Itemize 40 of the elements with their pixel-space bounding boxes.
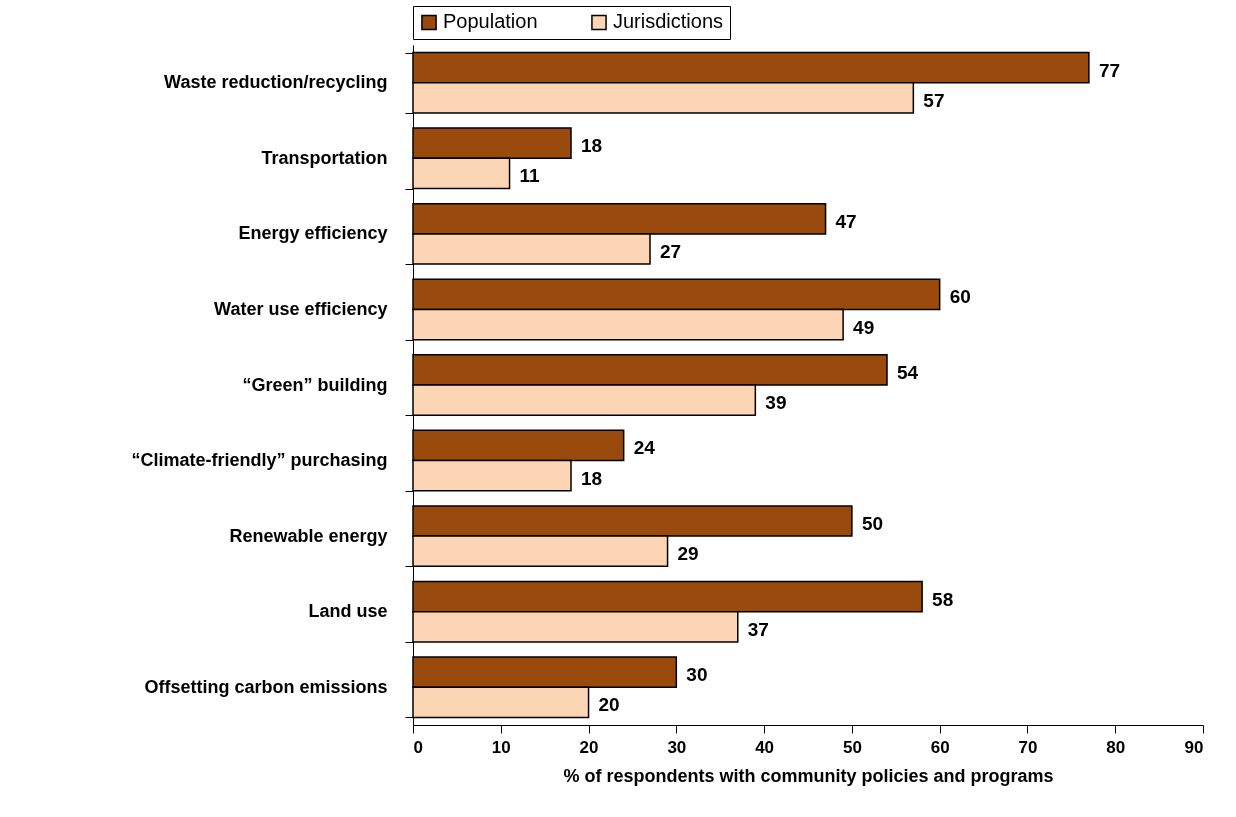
data-label: 77 xyxy=(1098,59,1121,81)
x-tick-label: 70 xyxy=(1018,737,1038,757)
y-tick-label: Offsetting carbon emissions xyxy=(144,676,388,697)
y-tick-label: Energy efficiency xyxy=(238,223,388,244)
data-label: 18 xyxy=(581,467,603,489)
data-label: 24 xyxy=(633,437,656,459)
y-tick-label: Renewable energy xyxy=(229,525,388,546)
data-label: 57 xyxy=(923,89,945,111)
y-tick-label: Waste reduction/recycling xyxy=(164,72,388,93)
y-tick-label: Transportation xyxy=(261,147,388,168)
y-tick-label: Land use xyxy=(308,601,388,622)
y-tick-label: “Green” building xyxy=(242,374,388,395)
y-tick-label: Water use efficiency xyxy=(214,298,388,319)
data-label: 58 xyxy=(932,588,954,610)
x-tick-label: 30 xyxy=(667,737,687,757)
legend-label: Jurisdictions xyxy=(613,10,724,33)
x-axis-title: % of respondents with community policies and programs xyxy=(563,765,1054,786)
data-label: 30 xyxy=(686,664,708,686)
data-label: 29 xyxy=(677,543,699,565)
y-tick-label: “Climate-friendly” purchasing xyxy=(131,450,388,471)
data-label: 60 xyxy=(949,286,971,308)
x-tick-label: 80 xyxy=(1106,737,1126,757)
x-tick-label: 60 xyxy=(930,737,950,757)
x-tick-label: 40 xyxy=(755,737,775,757)
legend-label: Population xyxy=(443,10,538,33)
data-label: 54 xyxy=(897,361,919,383)
data-label: 47 xyxy=(835,210,857,232)
data-label: 27 xyxy=(660,241,682,262)
x-tick-label: 0 xyxy=(413,737,423,757)
x-tick-label: 50 xyxy=(842,737,862,757)
data-label: 11 xyxy=(519,165,541,187)
data-label: 50 xyxy=(861,513,884,534)
data-label: 49 xyxy=(853,316,875,338)
data-label: 18 xyxy=(581,135,603,157)
x-tick-label: 10 xyxy=(491,737,511,757)
data-label: 20 xyxy=(598,694,620,716)
data-label: 39 xyxy=(765,392,787,414)
x-tick-label: 90 xyxy=(1184,737,1204,757)
x-tick-label: 20 xyxy=(579,737,599,757)
data-label: 37 xyxy=(747,618,769,640)
